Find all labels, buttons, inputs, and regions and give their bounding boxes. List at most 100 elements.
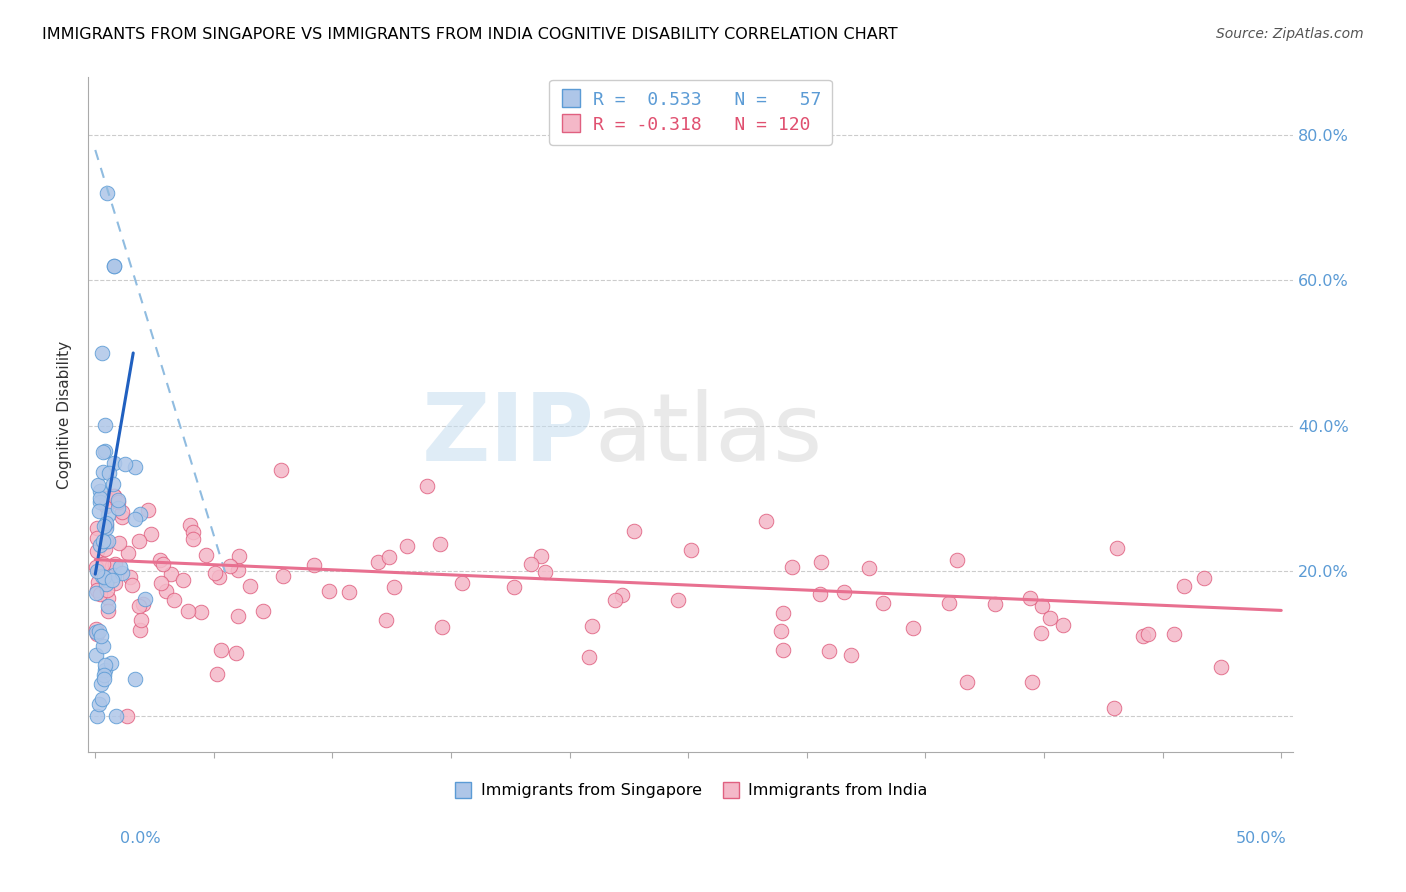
Point	[520, 557, 543, 571]
Point	[96, 573, 118, 587]
Point	[89, 491, 111, 506]
Point	[86, 582, 108, 597]
Point	[114, 457, 136, 471]
Text: ZIP: ZIP	[422, 389, 595, 481]
Point	[94, 534, 117, 549]
Point	[159, 566, 181, 581]
Point	[451, 576, 474, 591]
Point	[86, 627, 108, 641]
Point	[1173, 578, 1195, 592]
Point	[89, 565, 111, 579]
Point	[91, 534, 114, 549]
Point	[956, 674, 979, 689]
Point	[1031, 626, 1053, 640]
Point	[84, 622, 107, 636]
Point	[103, 456, 125, 470]
Point	[304, 558, 326, 572]
Point	[534, 566, 557, 580]
Point	[94, 658, 117, 673]
Point	[429, 537, 451, 551]
Point	[94, 542, 117, 557]
Point	[946, 552, 969, 566]
Point	[86, 624, 108, 639]
Point	[378, 550, 401, 565]
Point	[97, 604, 120, 618]
Point	[430, 620, 453, 634]
Point	[1132, 630, 1154, 644]
Point	[755, 514, 778, 528]
Point	[103, 568, 125, 582]
Point	[129, 623, 152, 637]
Point	[111, 566, 134, 581]
Point	[91, 639, 114, 653]
Point	[107, 500, 129, 515]
Point	[872, 596, 894, 610]
Point	[93, 570, 115, 584]
Point	[128, 508, 150, 522]
Point	[87, 575, 110, 590]
Point	[101, 573, 124, 587]
Point	[91, 346, 114, 360]
Point	[98, 466, 121, 480]
Point	[668, 593, 690, 607]
Point	[503, 581, 526, 595]
Point	[86, 543, 108, 558]
Point	[623, 524, 645, 538]
Point	[1052, 617, 1074, 632]
Point	[96, 518, 118, 533]
Point	[152, 558, 174, 572]
Y-axis label: Cognitive Disability: Cognitive Disability	[58, 341, 72, 489]
Point	[772, 642, 794, 657]
Point	[89, 483, 111, 498]
Point	[772, 607, 794, 621]
Point	[94, 663, 117, 677]
Point	[94, 577, 117, 591]
Point	[136, 503, 159, 517]
Point	[87, 624, 110, 639]
Point	[603, 592, 626, 607]
Point	[810, 555, 832, 569]
Point	[318, 583, 340, 598]
Point	[530, 549, 553, 563]
Point	[108, 536, 131, 550]
Point	[228, 549, 250, 563]
Point	[93, 667, 115, 681]
Point	[89, 494, 111, 508]
Point	[108, 559, 131, 574]
Point	[938, 596, 960, 610]
Point	[124, 672, 146, 686]
Point	[207, 667, 229, 681]
Point	[131, 597, 153, 611]
Point	[1107, 541, 1129, 555]
Point	[84, 559, 107, 574]
Point	[86, 477, 108, 491]
Point	[124, 512, 146, 526]
Point	[103, 490, 125, 504]
Point	[97, 508, 120, 523]
Point	[94, 417, 117, 432]
Point	[96, 491, 118, 505]
Point	[89, 586, 111, 600]
Text: Source: ZipAtlas.com: Source: ZipAtlas.com	[1216, 27, 1364, 41]
Point	[121, 578, 143, 592]
Point	[1192, 571, 1215, 585]
Point	[578, 650, 600, 665]
Point	[96, 583, 118, 598]
Point	[103, 557, 125, 571]
Point	[204, 566, 226, 580]
Point	[367, 555, 389, 569]
Point	[124, 459, 146, 474]
Point	[107, 494, 129, 508]
Point	[1021, 674, 1043, 689]
Point	[1163, 627, 1185, 641]
Point	[94, 499, 117, 513]
Point	[91, 692, 114, 706]
Point	[104, 575, 127, 590]
Point	[111, 505, 134, 519]
Point	[226, 608, 249, 623]
Point	[90, 677, 112, 691]
Point	[91, 465, 114, 479]
Point	[780, 559, 803, 574]
Point	[87, 504, 110, 518]
Point	[808, 587, 831, 601]
